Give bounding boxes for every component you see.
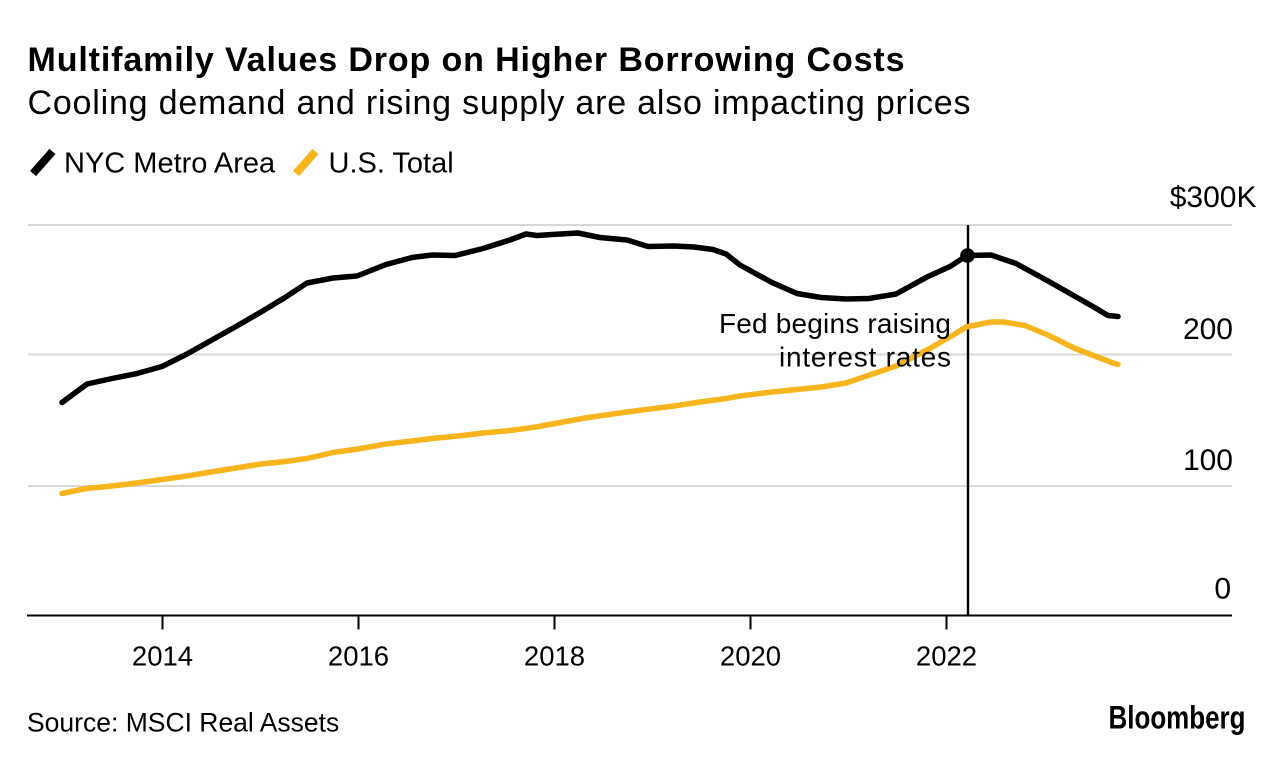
svg-text:2016: 2016 [328, 641, 389, 672]
svg-text:$300K: $300K [1170, 181, 1257, 214]
svg-text:U.S. Total: U.S. Total [329, 148, 454, 180]
svg-text:2018: 2018 [524, 641, 585, 672]
svg-text:NYC Metro Area: NYC Metro Area [64, 148, 276, 180]
svg-text:200: 200 [1183, 313, 1233, 346]
svg-text:Fed begins raising: Fed begins raising [719, 308, 951, 339]
svg-text:Cooling demand and rising supp: Cooling demand and rising supply are als… [28, 84, 971, 122]
svg-text:2022: 2022 [916, 641, 977, 672]
svg-text:2020: 2020 [720, 641, 781, 672]
svg-text:100: 100 [1183, 444, 1233, 477]
svg-text:2014: 2014 [132, 641, 193, 672]
svg-text:Bloomberg: Bloomberg [1109, 700, 1246, 736]
svg-text:interest rates: interest rates [779, 342, 951, 373]
svg-text:Source: MSCI Real Assets: Source: MSCI Real Assets [27, 708, 339, 738]
svg-text:0: 0 [1214, 573, 1231, 606]
svg-text:Multifamily Values Drop on Hig: Multifamily Values Drop on Higher Borrow… [28, 41, 905, 79]
